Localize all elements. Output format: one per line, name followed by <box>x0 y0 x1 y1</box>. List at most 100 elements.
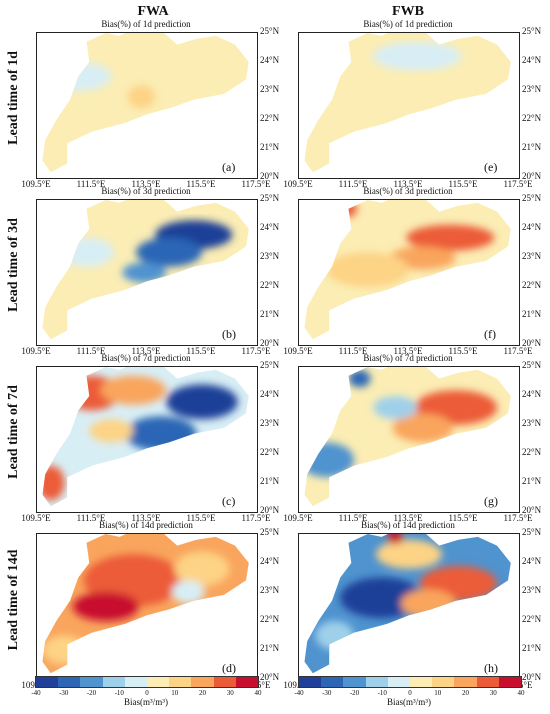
colorbar-swatch <box>80 677 103 687</box>
colorbar-tick-label: 20 <box>462 689 469 697</box>
bias-patch <box>400 589 456 619</box>
y-tick-label: 23°N <box>260 418 280 428</box>
y-tick-label: 23°N <box>522 84 542 94</box>
colorbar-swatch <box>387 677 411 687</box>
y-tick-label: 21°N <box>260 643 280 653</box>
colorbar-swatch <box>410 677 433 687</box>
colorbar-fwa <box>35 676 259 688</box>
colorbar-swatch <box>191 677 214 687</box>
colorbar-tick-label: 30 <box>489 689 497 697</box>
x-tick-label: 111.5°E <box>338 346 368 356</box>
y-tick-label: 21°N <box>522 142 542 152</box>
x-tick-label: 109.5°E <box>21 179 51 189</box>
y-tick-label: 20°N <box>522 505 542 515</box>
x-tick-label: 111.5°E <box>76 179 106 189</box>
panel-tag-f: (f) <box>484 327 496 341</box>
bias-patch <box>136 237 202 267</box>
y-tick-label: 25°N <box>260 193 280 203</box>
colorbar-swatch <box>432 677 455 687</box>
bias-patch <box>348 369 371 388</box>
bias-patch <box>373 41 462 71</box>
panel-tag-b: (b) <box>222 327 236 341</box>
x-tick-label: 111.5°E <box>76 513 106 523</box>
bias-map-a <box>42 33 249 173</box>
x-tick-label: 109.5°E <box>283 513 313 523</box>
y-tick-label: 21°N <box>260 142 280 152</box>
bias-patch <box>125 416 197 452</box>
colorbar-tick-label: -10 <box>377 689 387 697</box>
x-tick-label: 111.5°E <box>76 346 106 356</box>
panel-tag-h: (h) <box>484 661 498 675</box>
bias-map-e <box>304 33 511 173</box>
map-panel-e <box>298 32 520 179</box>
bias-patch <box>166 384 238 420</box>
x-tick-label: 117.5°E <box>503 179 533 189</box>
colorbar-tick-label: 40 <box>254 689 262 697</box>
y-tick-label: 22°N <box>260 614 280 624</box>
x-tick-label: 113.5°E <box>393 513 423 523</box>
column-header-fwb: FWB <box>392 4 424 19</box>
colorbar-swatch <box>498 677 522 687</box>
y-tick-label: 21°N <box>260 309 280 319</box>
y-tick-label: 20°N <box>260 338 280 348</box>
map-panel-a <box>36 32 258 179</box>
colorbar-swatch <box>235 677 259 687</box>
map-panel-h <box>298 533 520 680</box>
colorbar-swatch <box>102 677 125 687</box>
bias-map-c <box>42 367 249 507</box>
colorbar-label-fwb: Bias(m³/m³) <box>387 697 431 707</box>
y-tick-label: 23°N <box>522 585 542 595</box>
colorbar-swatch <box>124 677 148 687</box>
bias-patch <box>72 592 139 621</box>
x-tick-label: 113.5°E <box>393 179 423 189</box>
y-tick-label: 25°N <box>260 360 280 370</box>
y-tick-label: 24°N <box>522 556 542 566</box>
y-tick-label: 24°N <box>260 389 280 399</box>
x-tick-label: 113.5°E <box>393 346 423 356</box>
y-tick-label: 20°N <box>260 672 280 682</box>
x-tick-label: 117.5°E <box>241 513 271 523</box>
colorbar-tick-label: -40 <box>294 689 304 697</box>
panel-tag-c: (c) <box>222 494 236 508</box>
panel-tag-d: (d) <box>222 661 236 675</box>
colorbar-tick-label: 0 <box>408 689 412 697</box>
row-label-1d: Lead time of 1d <box>6 51 21 145</box>
colorbar-tick-label: 30 <box>226 689 234 697</box>
colorbar-swatch <box>321 677 344 687</box>
y-tick-label: 24°N <box>260 222 280 232</box>
x-tick-label: 115.5°E <box>448 179 478 189</box>
colorbar-tick-label: 20 <box>199 689 206 697</box>
panel-title-a: Bias(%) of 1d prediction <box>101 19 191 29</box>
colorbar-tick-label: -30 <box>59 689 69 697</box>
bias-patch <box>174 551 230 587</box>
row-label-3d: Lead time of 3d <box>6 218 21 312</box>
colorbar-swatch <box>169 677 192 687</box>
y-tick-label: 20°N <box>522 338 542 348</box>
y-tick-label: 22°N <box>260 113 280 123</box>
bias-patch <box>373 396 418 420</box>
y-tick-label: 20°N <box>260 505 280 515</box>
x-tick-label: 115.5°E <box>448 513 478 523</box>
map-panel-f <box>298 199 520 346</box>
x-tick-label: 115.5°E <box>186 346 216 356</box>
bias-patch <box>304 442 354 478</box>
map-panel-c <box>36 366 258 513</box>
y-tick-label: 22°N <box>522 614 542 624</box>
y-tick-label: 25°N <box>522 26 542 36</box>
y-tick-label: 21°N <box>522 643 542 653</box>
y-tick-label: 23°N <box>260 251 280 261</box>
y-tick-label: 25°N <box>260 527 280 537</box>
bias-patch <box>387 534 404 545</box>
colorbar-tick-label: 0 <box>145 689 149 697</box>
x-tick-label: 117.5°E <box>241 346 271 356</box>
colorbar-tick-label: 10 <box>434 689 442 697</box>
colorbar-swatch <box>343 677 366 687</box>
y-tick-label: 25°N <box>522 527 542 537</box>
y-tick-label: 24°N <box>260 556 280 566</box>
y-tick-label: 22°N <box>260 280 280 290</box>
y-tick-label: 25°N <box>522 360 542 370</box>
panel-title-e: Bias(%) of 1d prediction <box>363 19 453 29</box>
panel-title-f: Bias(%) of 3d prediction <box>363 186 453 196</box>
panel-title-c: Bias(%) of 7d prediction <box>101 353 191 363</box>
bias-patch <box>42 465 65 501</box>
